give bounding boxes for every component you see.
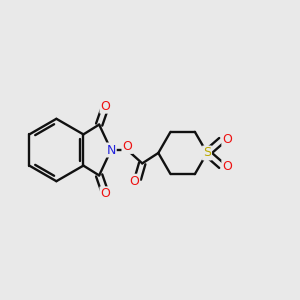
- Text: N: N: [106, 143, 116, 157]
- Text: O: O: [222, 160, 232, 173]
- Text: O: O: [129, 175, 139, 188]
- Text: O: O: [222, 133, 232, 146]
- Text: O: O: [100, 100, 110, 113]
- Text: O: O: [122, 140, 132, 153]
- Text: O: O: [100, 187, 110, 200]
- Text: S: S: [203, 146, 211, 160]
